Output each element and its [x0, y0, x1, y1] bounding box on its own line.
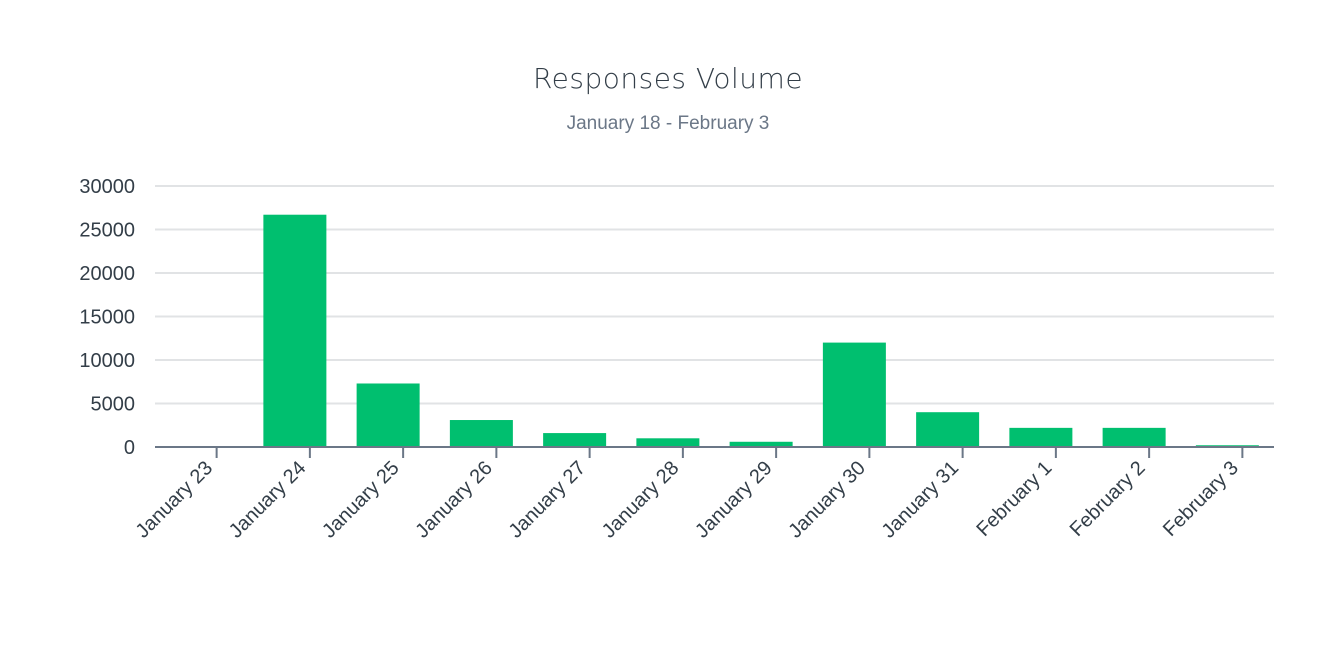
x-tick-label: January 28 — [598, 457, 684, 543]
y-tick-label: 15000 — [79, 307, 135, 329]
bar — [916, 412, 980, 447]
bar — [1102, 427, 1166, 447]
bar — [822, 342, 886, 447]
y-tick-label: 10000 — [79, 350, 135, 372]
x-tick-label: January 31 — [878, 457, 964, 543]
y-tick-label: 30000 — [79, 176, 135, 198]
x-tick-label: January 26 — [411, 457, 497, 543]
x-tick-label: January 27 — [505, 457, 591, 543]
x-tick-label: February 2 — [1066, 457, 1150, 541]
x-tick-label: February 1 — [972, 457, 1056, 541]
bars — [170, 214, 1259, 448]
bar — [449, 420, 513, 447]
y-tick-label: 5000 — [91, 394, 136, 416]
x-axis-ticks: January 23 January 24 January 25 January 26… — [132, 447, 1244, 543]
bar — [263, 214, 327, 447]
x-tick-label: January 25 — [318, 457, 404, 543]
x-tick-label: January 23 — [132, 457, 218, 543]
bar — [543, 433, 607, 447]
chart-title: Responses Volume — [532, 62, 804, 95]
gridlines — [155, 185, 1274, 405]
y-tick-label: 25000 — [79, 220, 135, 242]
chart-subtitle: January 18 - February 3 — [566, 113, 770, 134]
y-axis-ticks: 0 5000 10000 15000 20000 25000 30000 — [79, 176, 135, 459]
x-tick-label: January 29 — [691, 457, 777, 543]
bar — [636, 438, 700, 447]
y-tick-label: 0 — [124, 437, 135, 459]
bar — [356, 383, 420, 447]
bar — [729, 441, 793, 447]
x-tick-label: January 24 — [225, 457, 311, 543]
bar — [1009, 427, 1073, 447]
x-tick-label: February 3 — [1159, 457, 1243, 541]
x-tick-label: January 30 — [784, 457, 870, 543]
y-tick-label: 20000 — [79, 263, 135, 285]
